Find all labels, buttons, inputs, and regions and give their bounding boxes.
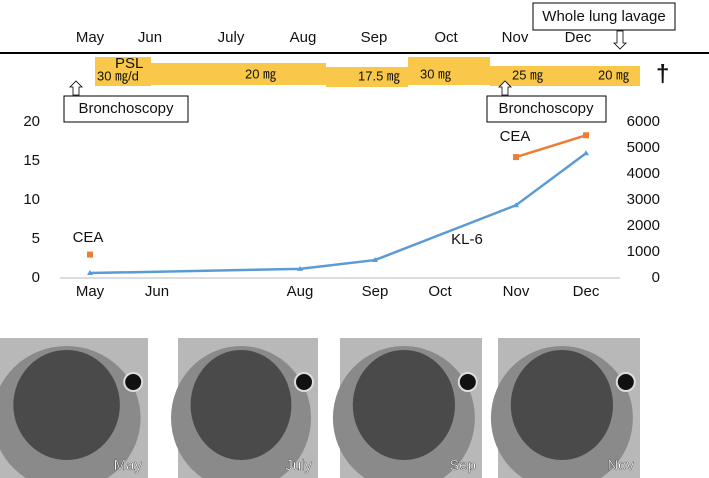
bronch-box — [486, 95, 607, 123]
marker — [583, 132, 589, 139]
x-tick-label: Jun — [145, 283, 169, 300]
y2-tick-label: 4000 — [627, 165, 660, 182]
image-label: July — [285, 457, 312, 474]
month-label: Aug — [290, 29, 317, 46]
bronch-label: Bronchoscopy — [78, 100, 174, 117]
dose: 30 ㎎ — [420, 66, 451, 82]
psl-band — [95, 57, 640, 87]
annotation: CEA — [73, 229, 104, 246]
y2-tick-label: 6000 — [627, 113, 660, 130]
marker — [513, 154, 519, 161]
ct-lung — [13, 350, 120, 460]
lavage-label: Whole lung lavage — [542, 8, 665, 25]
y-tick-label: 10 — [23, 191, 40, 208]
lavage-box — [532, 2, 676, 31]
y-tick-label: 20 — [23, 113, 40, 130]
y2-tick-label: 0 — [652, 269, 660, 286]
month-label: Sep — [361, 29, 388, 46]
dose: 20 ㎎ — [245, 66, 276, 82]
x-tick-label: Aug — [287, 283, 314, 300]
arrow — [613, 30, 627, 50]
ct-lung — [190, 350, 292, 460]
y2-tick-label: 3000 — [627, 191, 660, 208]
marker — [87, 251, 93, 258]
x-tick-label: Sep — [362, 283, 389, 300]
arrow — [69, 80, 83, 96]
ct-vessel — [294, 372, 314, 392]
marker — [372, 257, 378, 263]
bronch-label: Bronchoscopy — [498, 100, 594, 117]
month-label: Nov — [502, 29, 529, 46]
series-line — [89, 152, 587, 275]
bronch-box — [63, 95, 189, 123]
month-label: Jun — [138, 29, 162, 46]
arrow — [498, 80, 512, 96]
month-label: May — [76, 29, 105, 46]
ct-images: May July Sep Nov — [0, 338, 640, 478]
image-label: May — [114, 457, 143, 474]
ct-lung — [352, 350, 456, 460]
y-tick-label: 15 — [23, 152, 40, 169]
ct-vessel — [615, 372, 636, 392]
marker — [297, 265, 303, 271]
x-tick-label: Oct — [428, 283, 452, 300]
annotation: KL-6 — [451, 231, 483, 248]
x-tick-label: May — [76, 283, 105, 300]
dose: 17.5 ㎎ — [358, 68, 400, 84]
psl-label: PSL — [115, 55, 143, 72]
x-tick-label: Dec — [573, 283, 600, 300]
dose: 20 ㎎ — [598, 67, 629, 83]
month-label: July — [218, 29, 245, 46]
marker — [87, 270, 93, 276]
marker — [513, 202, 519, 208]
series-line — [515, 134, 587, 159]
y-tick-label: 0 — [32, 269, 40, 286]
death-mark: † — [656, 60, 669, 87]
ct-lung — [510, 350, 614, 460]
month-label: Dec — [565, 29, 592, 46]
dose: 30 ㎎/d — [97, 68, 139, 84]
image-label: Sep — [449, 457, 476, 474]
y2-tick-label: 1000 — [627, 243, 660, 260]
y2-tick-label: 2000 — [627, 217, 660, 234]
month-label: Oct — [434, 29, 458, 46]
image-label: Nov — [607, 457, 634, 474]
ct-vessel — [123, 372, 144, 392]
y-tick-label: 5 — [32, 230, 40, 247]
annotation: CEA — [500, 128, 531, 145]
x-tick-label: Nov — [503, 283, 530, 300]
dose: 25 ㎎ — [512, 67, 543, 83]
marker — [583, 150, 589, 156]
y2-tick-label: 5000 — [627, 139, 660, 156]
ct-vessel — [457, 372, 478, 392]
